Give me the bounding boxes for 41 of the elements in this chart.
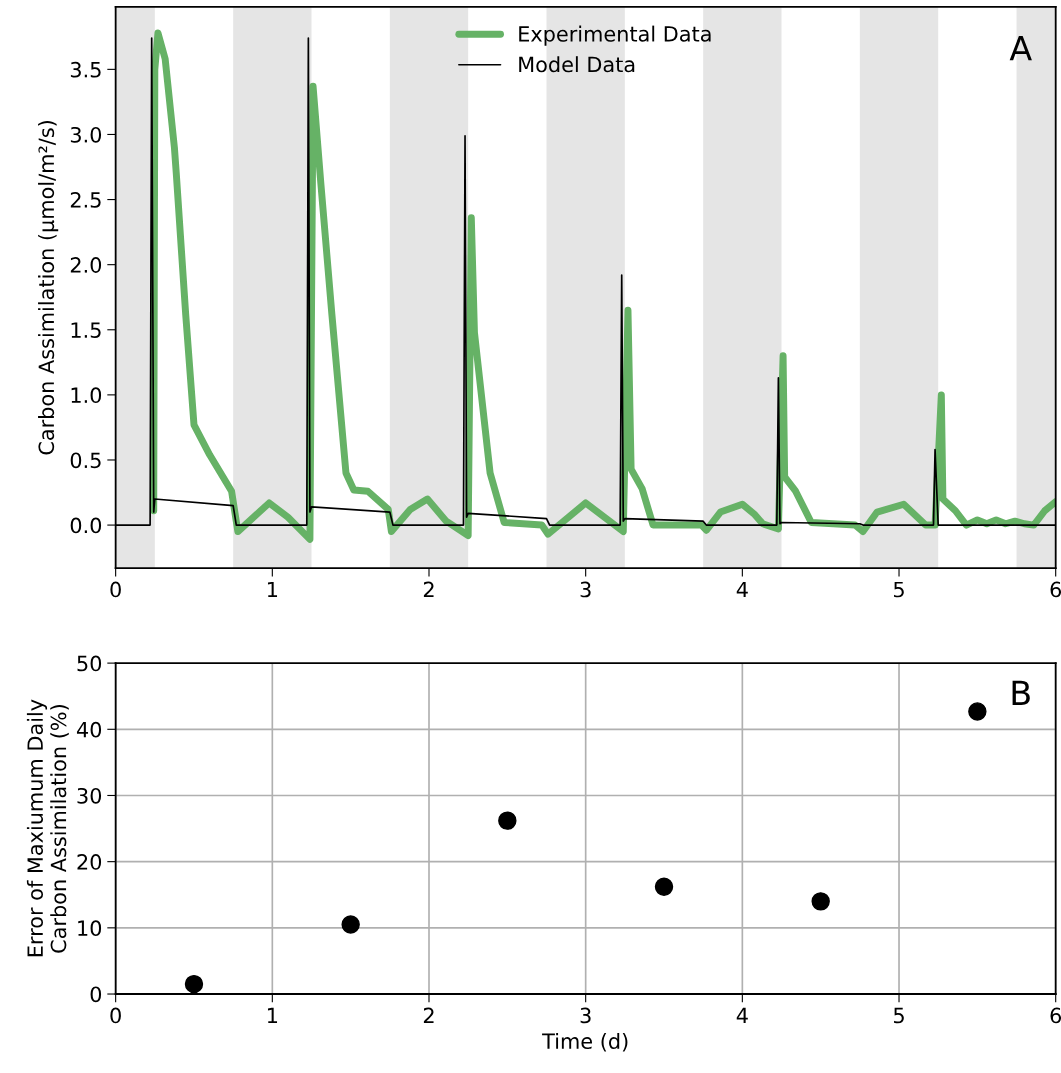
point	[968, 702, 987, 721]
x-tick-label: 3	[580, 1007, 591, 1024]
point	[341, 915, 360, 934]
y-tick-label: 2.5	[70, 192, 101, 208]
annotation: B	[1012, 680, 1030, 705]
y-tick-label: 0.5	[70, 452, 101, 469]
x-tick-label: 1	[267, 1007, 278, 1024]
annotation: A	[1009, 35, 1032, 61]
y-tick-label: 0.0	[70, 517, 102, 534]
y-tick-label: 10	[78, 920, 102, 937]
point	[654, 877, 674, 897]
x-axis-title: Time (d)	[542, 1032, 628, 1052]
x-tick-label: 4	[736, 1007, 748, 1024]
point	[498, 811, 517, 830]
x-tick-label: 0	[110, 581, 121, 598]
y-tick-label: 3.5	[70, 61, 101, 78]
point	[811, 892, 830, 911]
y-tick-label: 30	[77, 787, 102, 804]
y-tick-label: 1.0	[71, 387, 102, 404]
x-tick-label: 6	[1050, 1007, 1061, 1024]
x-tick-label: 0	[110, 1007, 121, 1024]
y-tick-label: 50	[77, 655, 102, 672]
y-tick-label: 3.0	[70, 126, 102, 143]
y-axis-title: Carbon Assimilation (μmol/m²/s)	[38, 121, 59, 455]
x-tick-label: 2	[423, 1007, 434, 1024]
x-tick-label: 6	[1050, 581, 1061, 598]
point	[184, 974, 204, 994]
y-tick-label: 2.0	[70, 257, 102, 273]
x-tick-label: 2	[423, 581, 434, 598]
x-tick-label: 5	[894, 581, 904, 598]
y-tick-label: 0	[90, 986, 102, 1003]
legend-label: Experimental Data	[519, 25, 711, 46]
x-tick-label: 3	[580, 581, 591, 598]
x-tick-label: 4	[736, 581, 748, 598]
x-tick-label: 1	[267, 581, 278, 598]
x-tick-label: 5	[894, 1007, 904, 1024]
y-tick-label: 1.5	[71, 322, 101, 338]
y-tick-label: 40	[76, 721, 102, 738]
y-tick-label: 20	[77, 854, 102, 870]
y-axis-title: Error of Maxiumum Daily Carbon Assimilation (%)	[26, 699, 69, 957]
legend-label: Model Data	[519, 56, 635, 73]
